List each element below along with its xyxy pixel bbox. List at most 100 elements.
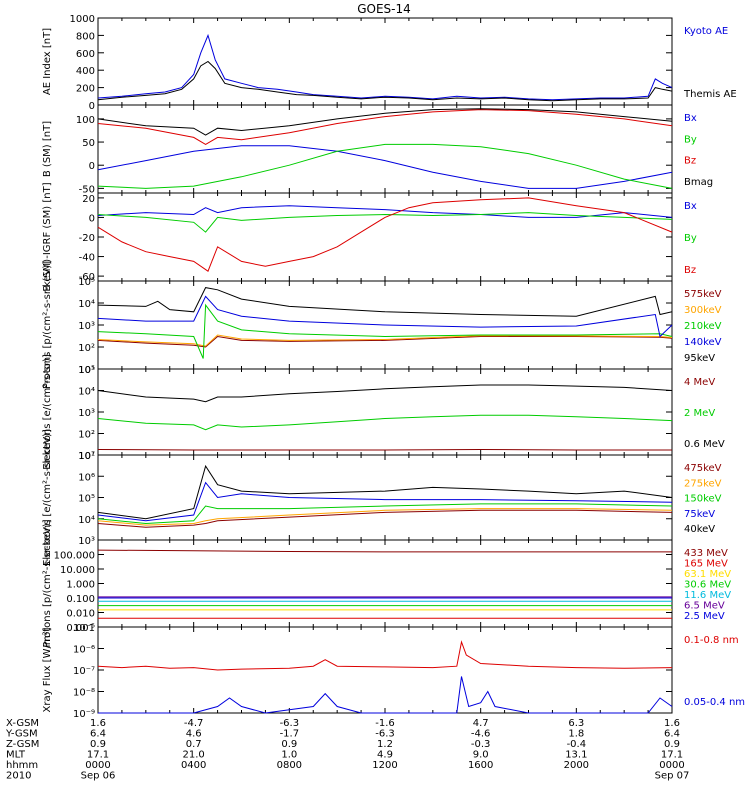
x-axis-value: 4.6 bbox=[186, 729, 202, 740]
y-tick-label: 0 bbox=[89, 161, 95, 172]
y-tick-label: 1.000 bbox=[66, 580, 95, 591]
x-axis-value: 0.9 bbox=[281, 739, 297, 750]
x-axis-value: 6.3 bbox=[568, 718, 584, 729]
legend-entry-475kev: 475keV bbox=[684, 463, 722, 474]
y-axis-label: Protons [p/(cm²-s-sr-keV)] bbox=[42, 519, 53, 647]
legend-entry-575kev: 575keV bbox=[684, 289, 722, 300]
chart-title: GOES-14 bbox=[357, 2, 411, 16]
y-tick-label: 0.010 bbox=[66, 609, 95, 620]
series-line-0-1-0-8-nm bbox=[97, 640, 673, 671]
y-tick-label: 10¹ bbox=[78, 451, 95, 462]
y-tick-label: 200 bbox=[76, 84, 95, 95]
y-tick-label: 10⁵ bbox=[78, 277, 95, 288]
legend-entry-300kev: 300keV bbox=[684, 305, 722, 316]
y-axis-label: Electrons [e/(cm²-s-sr-keV)] bbox=[42, 429, 53, 566]
y-tick-label: 50 bbox=[82, 138, 95, 149]
y-tick-label: -60 bbox=[79, 272, 95, 283]
x-axis-value: 1.6 bbox=[664, 718, 680, 729]
x-axis-value: 1600 bbox=[468, 760, 493, 771]
x-axis-value: 4.7 bbox=[473, 718, 489, 729]
y-tick-label: 10⁻⁵ bbox=[73, 623, 95, 634]
y-tick-label: 10² bbox=[78, 343, 95, 354]
legend-entry-433-mev: 433 MeV bbox=[684, 548, 728, 559]
x-axis-value: 17.1 bbox=[661, 750, 683, 761]
panel-1: 0 200 400 600 800 1000 AE Index [nT] Kyoto AE Th… bbox=[42, 14, 737, 112]
series-line-95kev bbox=[97, 287, 673, 317]
x-axis-value: 0400 bbox=[181, 760, 206, 771]
x-axis-value: -4.6 bbox=[471, 729, 491, 740]
legend-entry-themis-ae: Themis AE bbox=[683, 89, 737, 100]
legend-entry-40kev: 40keV bbox=[684, 524, 715, 535]
y-tick-label: 400 bbox=[76, 66, 95, 77]
x-axis-value: 6.4 bbox=[90, 729, 106, 740]
y-axis-label: B (SM) [nT] bbox=[42, 121, 53, 177]
y-tick-label: 10⁻⁹ bbox=[73, 709, 95, 720]
series-line-150kev bbox=[97, 503, 673, 525]
x-row-label-2010: 2010 bbox=[6, 771, 31, 782]
series-line-75kev bbox=[97, 481, 673, 522]
legend-entry-bz: Bz bbox=[684, 265, 696, 276]
y-axis-label: B (SM)-IGRF (SM) [nT] bbox=[42, 182, 53, 291]
x-axis-value: 1.6 bbox=[90, 718, 106, 729]
series-line-themis-ae bbox=[97, 60, 673, 102]
panel-8: 10⁻⁹ 10⁻⁸ 10⁻⁷ 10⁻⁶ 10⁻⁵ Xray Flux [W/m²] 0.1-… bbox=[42, 623, 745, 720]
series-line-433-mev bbox=[97, 549, 672, 553]
y-tick-label: 0.001 bbox=[66, 623, 95, 634]
x-axis-value: -4.7 bbox=[184, 718, 204, 729]
legend-entry-165-mev: 165 MeV bbox=[684, 559, 728, 570]
y-tick-label: -40 bbox=[79, 253, 95, 264]
series-line-2-mev bbox=[97, 414, 673, 431]
series-line-0-05-0-4-nm bbox=[98, 676, 673, 714]
panel-5: 10¹ 10² 10³ 10⁴ 10⁵ Electrons [e/(cm²-s-sr)] 4… bbox=[42, 354, 725, 470]
legend-entry-210kev: 210keV bbox=[684, 321, 722, 332]
panel-frame bbox=[97, 192, 673, 282]
panel-frame bbox=[97, 454, 673, 541]
y-tick-label: 0 bbox=[89, 101, 95, 112]
series-line-bz bbox=[97, 197, 673, 272]
x-axis-value: 0.9 bbox=[664, 739, 680, 750]
x-axis-value: 9.0 bbox=[473, 750, 489, 761]
y-tick-label: 100.000 bbox=[54, 551, 95, 562]
x-axis-value: -0.4 bbox=[567, 739, 587, 750]
y-tick-label: 10³ bbox=[78, 321, 95, 332]
y-tick-label: 10¹ bbox=[78, 365, 95, 376]
x-row-label-mlt: MLT bbox=[6, 750, 26, 761]
y-tick-label: 10⁻⁷ bbox=[73, 666, 95, 677]
x-axis-value: Sep 07 bbox=[655, 771, 690, 782]
x-axis-value: 0.7 bbox=[186, 739, 202, 750]
series-line-575kev bbox=[97, 335, 673, 348]
legend-entry-63-1-mev: 63.1 MeV bbox=[684, 569, 731, 580]
legend-entry-150kev: 150keV bbox=[684, 494, 722, 505]
y-tick-label: 600 bbox=[76, 49, 95, 60]
x-axis-value: 4.9 bbox=[377, 750, 393, 761]
legend-entry-0-6-mev: 0.6 MeV bbox=[684, 439, 725, 450]
x-row-label-z-gsm: Z-GSM bbox=[6, 739, 39, 750]
x-axis-value: 21.0 bbox=[183, 750, 205, 761]
panel-frame bbox=[97, 17, 673, 106]
y-tick-label: 10⁻⁶ bbox=[73, 645, 95, 656]
legend-entry-30-6-mev: 30.6 MeV bbox=[684, 580, 731, 591]
legend-entry-95kev: 95keV bbox=[684, 353, 715, 364]
panel-2: -50 0 50 100 B (SM) [nT] Bx By Bz Bmag bbox=[42, 104, 713, 195]
x-axis-value: 6.4 bbox=[664, 729, 680, 740]
panel-3: -60 -40 -20 0 20 B (SM)-IGRF (SM) [nT] Bx By Bz bbox=[42, 182, 697, 291]
x-row-label-y-gsm: Y-GSM bbox=[5, 729, 38, 740]
y-tick-label: 800 bbox=[76, 31, 95, 42]
legend-entry-2-mev: 2 MeV bbox=[684, 408, 715, 419]
legend-entry-by: By bbox=[684, 134, 697, 145]
y-tick-label: 10.000 bbox=[60, 565, 95, 576]
y-tick-label: 10⁷ bbox=[78, 451, 95, 462]
series-line-0-6-mev bbox=[97, 384, 673, 403]
series-line-by bbox=[97, 143, 673, 189]
x-axis-table: X-GSMY-GSMZ-GSMMLThhmm20101.66.40.917.10… bbox=[5, 718, 689, 782]
x-axis-value: -6.3 bbox=[375, 729, 395, 740]
y-tick-label: 0.100 bbox=[66, 594, 95, 605]
x-axis-value: 0.9 bbox=[90, 739, 106, 750]
y-tick-label: 10⁵ bbox=[78, 494, 95, 505]
y-tick-label: 10⁵ bbox=[78, 365, 95, 376]
x-axis-value: 0800 bbox=[277, 760, 302, 771]
x-row-label-x-gsm: X-GSM bbox=[6, 718, 39, 729]
legend-entry-by: By bbox=[684, 233, 697, 244]
x-axis-value: 1200 bbox=[372, 760, 397, 771]
series-line-by bbox=[97, 212, 673, 233]
